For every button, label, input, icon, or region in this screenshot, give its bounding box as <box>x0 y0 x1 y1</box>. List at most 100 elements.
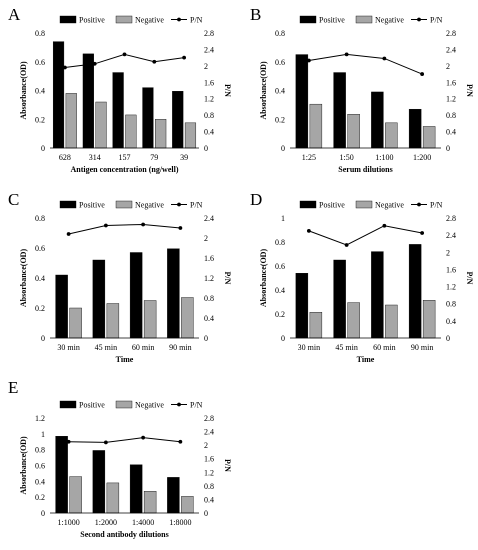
y-tick-label: 0.2 <box>35 493 45 502</box>
x-tick-label: 90 min <box>169 343 191 352</box>
bar-positive-2 <box>333 72 346 149</box>
bar-negative-4 <box>422 126 436 149</box>
y2-tick-label: 2.4 <box>446 231 456 240</box>
legend-label-positive: Positive <box>319 16 345 25</box>
bar-negative-4 <box>181 297 194 339</box>
legend: Positive Negative P/N <box>59 16 203 25</box>
chart-panel-a: A 0 0.2 0.4 0.6 0.8 0 0.4 0.8 1.2 1.6 2 2.4 2.8 628 314… <box>8 5 232 174</box>
ratio-line <box>68 223 181 235</box>
ratio-line <box>308 225 423 246</box>
bar-positive-2 <box>333 259 346 339</box>
legend-label-negative: Negative <box>375 201 404 210</box>
chart-panel-b: B 0 0.2 0.4 0.6 0.8 0 0.4 0.8 1.2 1.6 2 2.4 2.8 1:25 1:… <box>250 5 474 174</box>
y2-tick-label: 1.6 <box>204 254 214 263</box>
y-tick-label: 1.2 <box>35 414 45 423</box>
y-axis-title: Absorbance(OD) <box>259 249 268 308</box>
y-tick-label: 0 <box>41 144 45 153</box>
y2-tick-label: 0.8 <box>446 111 456 120</box>
legend: Positive Negative P/N <box>59 400 203 410</box>
legend-label-negative: Negative <box>135 201 164 210</box>
ratio-point-3 <box>141 222 146 227</box>
y-tick-label: 0 <box>41 509 45 518</box>
bar-negative-2 <box>106 482 120 514</box>
y2-tick-label: 1.6 <box>446 265 456 274</box>
legend-swatch-positive <box>59 400 77 409</box>
y2-tick-label: 2.8 <box>204 29 214 38</box>
y-tick-label: 0.2 <box>275 310 285 319</box>
legend-label-ratio: P/N <box>430 16 443 25</box>
y-tick-label: 0.4 <box>275 286 285 295</box>
legend: Positive Negative P/N <box>59 200 203 210</box>
panel-letter: E <box>8 378 18 397</box>
bar-negative-1 <box>69 307 82 339</box>
panel-letter: B <box>250 5 261 24</box>
y-tick-label: 0.8 <box>35 214 45 223</box>
ratio-point-2 <box>103 440 108 445</box>
y-tick-label: 0.2 <box>35 115 45 124</box>
x-tick-label: 90 min <box>411 343 433 352</box>
bar-positive-4 <box>142 87 154 149</box>
ratio-point-1 <box>66 232 71 236</box>
bar-negative-1 <box>309 312 323 339</box>
x-tick-label: 45 min <box>335 343 357 352</box>
legend-label-ratio: P/N <box>430 201 443 210</box>
ratio-point-4 <box>420 72 425 76</box>
bar-positive-5 <box>172 91 184 149</box>
y2-tick-label: 2 <box>204 62 208 71</box>
y-tick-label: 0.6 <box>35 462 45 471</box>
panel-letter: D <box>250 190 262 209</box>
legend-label-ratio: P/N <box>190 401 203 410</box>
bar-positive-1 <box>295 273 309 339</box>
ratio-point-1 <box>306 228 311 233</box>
legend-marker-ratio <box>417 202 421 207</box>
legend-swatch-positive <box>299 200 317 209</box>
ratio-point-5 <box>182 55 187 60</box>
ratio-point-3 <box>382 56 387 61</box>
y2-tick-label: 1.6 <box>446 78 456 87</box>
x-tick-label: 1:50 <box>340 153 354 162</box>
ratio-point-4 <box>178 439 183 444</box>
y-tick-label: 0 <box>281 144 285 153</box>
legend-swatch-negative <box>115 200 133 209</box>
bar-negative-3 <box>143 491 157 514</box>
y-tick-label: 0.4 <box>35 274 45 283</box>
ratio-point-1 <box>66 439 71 444</box>
y-axis-title: Absorbance(OD) <box>19 436 28 495</box>
x-tick-label: 60 min <box>132 343 154 352</box>
bar-negative-1 <box>309 103 323 149</box>
legend-label-positive: Positive <box>79 201 105 210</box>
y2-tick-label: 0.8 <box>204 111 214 120</box>
ratio-point-3 <box>122 52 127 57</box>
legend-swatch-positive <box>59 200 77 209</box>
x-tick-label: 1:8000 <box>169 518 191 527</box>
y-axis-title: Absorbance(OD) <box>19 61 28 120</box>
bar-positive-1 <box>55 274 68 339</box>
y-tick-label: 0.8 <box>275 29 285 38</box>
bar-positive-4 <box>408 108 422 149</box>
y2-tick-label: 0.4 <box>204 128 214 137</box>
bar-negative-3 <box>385 304 398 339</box>
ratio-point-4 <box>178 226 183 230</box>
ratio-point-3 <box>382 223 387 228</box>
bar-positive-4 <box>408 244 422 339</box>
y2-tick-label: 2.4 <box>204 45 214 54</box>
y-axis-title: Absorbance(OD) <box>259 61 268 120</box>
y2-tick-label: 2.4 <box>204 214 214 223</box>
x-tick-label: 30 min <box>57 343 79 352</box>
y2-tick-label: 1.2 <box>204 468 214 477</box>
y2-tick-label: 0.8 <box>204 294 214 303</box>
x-axis-title: Second antibody dilutions <box>80 530 168 539</box>
y2-tick-label: 1.2 <box>446 95 456 104</box>
bar-positive-3 <box>129 252 143 339</box>
legend-label-positive: Positive <box>319 201 345 210</box>
legend-swatch-negative <box>355 200 373 209</box>
ratio-point-4 <box>152 59 157 64</box>
legend-marker-ratio <box>177 202 181 207</box>
chart-panel-c: C 0 0.2 0.4 0.6 0.8 0 0.4 0.8 1.2 1.6 2 2.4 30 min 45 … <box>8 190 232 364</box>
x-axis-title: Time <box>116 355 134 364</box>
y2-tick-label: 2.8 <box>204 414 214 423</box>
legend-swatch-negative <box>115 400 133 409</box>
legend-label-ratio: P/N <box>190 201 203 210</box>
x-tick-label: 1:200 <box>413 153 431 162</box>
y-tick-label: 0 <box>281 334 285 343</box>
